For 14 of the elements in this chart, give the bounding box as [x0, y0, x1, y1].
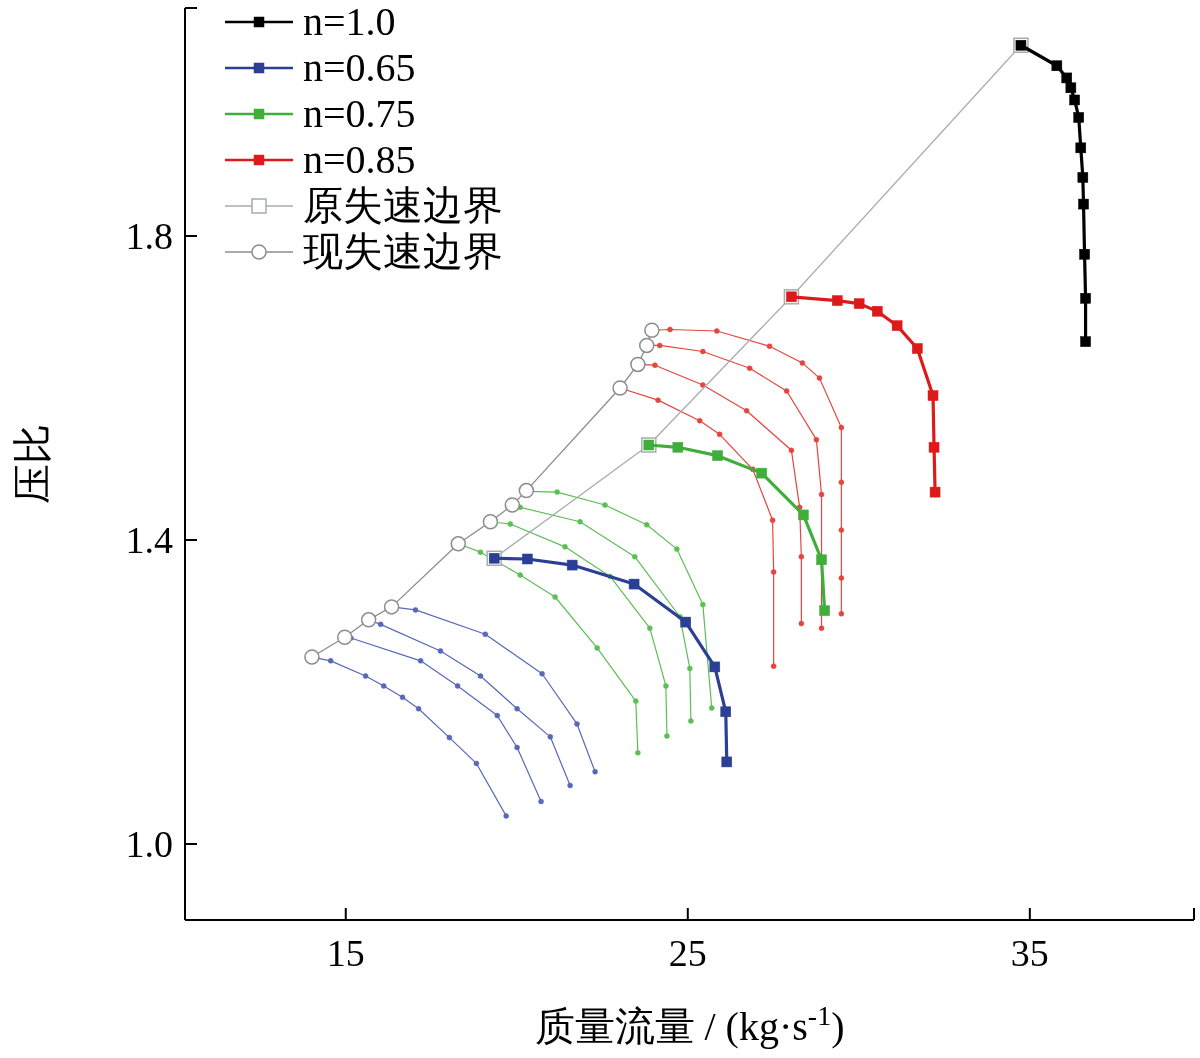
legend-label: 原失速边界 — [303, 183, 503, 228]
x-tick-label: 25 — [668, 932, 707, 974]
y-tick-label: 1.8 — [125, 215, 173, 257]
legend-label: n=0.75 — [303, 91, 416, 136]
legend-label: n=0.85 — [303, 137, 416, 182]
x-tick-label: 15 — [326, 932, 365, 974]
y-tick-label: 1.0 — [125, 823, 173, 865]
y-tick-label: 1.4 — [125, 519, 173, 561]
x-axis-title: 质量流量 / (kg·s$^{-1}$) — [534, 999, 845, 1049]
y-axis-title: 压比 — [10, 424, 55, 504]
legend-label: n=0.65 — [303, 45, 416, 90]
legend-label: n=1.0 — [303, 0, 396, 44]
x-tick-label: 35 — [1010, 932, 1049, 974]
legend-label: 现失速边界 — [303, 229, 503, 274]
